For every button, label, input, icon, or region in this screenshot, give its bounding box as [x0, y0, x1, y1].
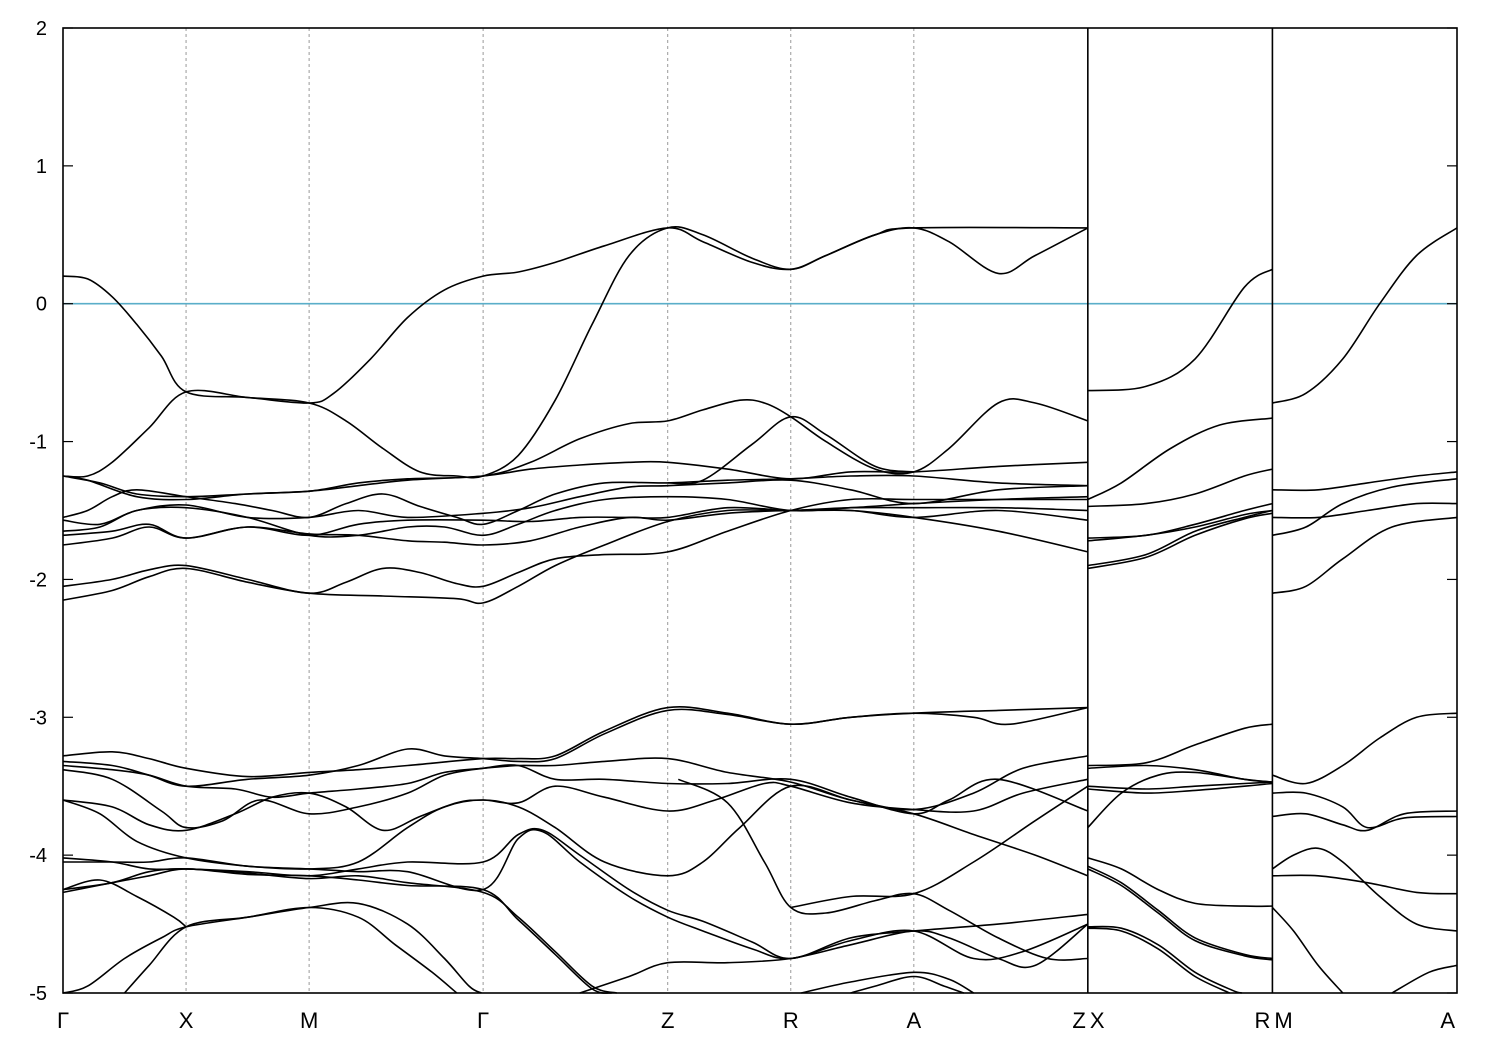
- y-tick-label: 1: [36, 156, 47, 178]
- band-line-43: [1087, 857, 1273, 908]
- band-line-12: [667, 415, 914, 485]
- kpoint-label: R: [783, 1008, 799, 1033]
- band-line-58: [1271, 906, 1344, 994]
- kpoint-label: Γ: [477, 1008, 489, 1033]
- band-line-57: [1272, 874, 1458, 895]
- band-line-52: [1272, 516, 1458, 594]
- band-line-48: [1272, 227, 1458, 404]
- band-line-51: [1272, 478, 1458, 537]
- band-line-1: [62, 226, 1089, 404]
- band-line-29: [801, 971, 975, 994]
- band-line-24: [62, 879, 187, 928]
- band-line-32: [1087, 417, 1273, 501]
- band-line-56: [1271, 847, 1458, 932]
- band-line-4: [62, 474, 1088, 526]
- band-line-16: [62, 764, 1089, 829]
- band-line-18: [62, 784, 1089, 877]
- band-line-50: [1272, 502, 1458, 519]
- band-line-22: [62, 868, 612, 994]
- y-tick-label: 0: [36, 294, 47, 316]
- band-line-21: [62, 868, 618, 994]
- band-line-38: [1087, 723, 1273, 767]
- kpoint-label: Z: [1072, 1008, 1085, 1033]
- band-line-10: [62, 506, 1088, 605]
- band-line-30: [850, 975, 965, 994]
- y-tick-label: -5: [29, 983, 47, 1005]
- band-line-45: [1087, 868, 1273, 961]
- band-line-23: [62, 901, 482, 994]
- band-line-5: [62, 479, 1088, 526]
- kpoint-label: M: [300, 1008, 318, 1033]
- band-lines: [62, 225, 1458, 994]
- band-line-3: [62, 460, 1088, 498]
- band-line-53: [1272, 712, 1458, 785]
- y-tick-label: -3: [29, 707, 47, 729]
- band-line-55: [1272, 810, 1458, 832]
- band-line-31: [1087, 268, 1273, 392]
- band-line-42: [1087, 771, 1273, 829]
- band-line-44: [1087, 865, 1273, 960]
- band-line-46: [1087, 925, 1243, 994]
- band-line-7: [62, 509, 1088, 546]
- band-line-20: [63, 828, 1089, 961]
- kpoint-label: M: [1274, 1008, 1292, 1033]
- band-line-25: [123, 906, 458, 994]
- kpoint-label: A: [1440, 1008, 1455, 1033]
- band-line-13: [62, 706, 1088, 778]
- band-line-37: [1087, 512, 1273, 570]
- y-tick-label: -2: [29, 569, 47, 591]
- kpoint-label: A: [906, 1008, 921, 1033]
- y-axis: 2 1 0 -1 -2 -3 -4 -5: [29, 18, 1457, 1005]
- band-line-8: [62, 506, 1088, 553]
- path-segment-breaks: [1087, 28, 1274, 993]
- kpoint-label: R: [1255, 1008, 1271, 1033]
- band-line-11: [62, 398, 1089, 501]
- band-line-59: [1391, 964, 1458, 994]
- band-line-49: [1272, 471, 1458, 492]
- band-line-54: [1272, 791, 1458, 829]
- kpoint-label: Z: [661, 1008, 674, 1033]
- band-line-34: [1087, 502, 1273, 539]
- kpoint-label: Γ: [57, 1008, 69, 1033]
- plot-frame: [62, 27, 1458, 994]
- y-tick-label: -1: [29, 432, 47, 454]
- band-line-26: [579, 923, 1089, 994]
- high-symmetry-gridlines: [185, 28, 915, 993]
- kpoint-label: X: [179, 1008, 194, 1033]
- band-line-47: [1087, 927, 1230, 994]
- kpoint-label: X: [1090, 1008, 1105, 1033]
- band-line-33: [1087, 468, 1273, 508]
- band-line-28: [677, 778, 1088, 961]
- y-tick-label: -4: [29, 845, 47, 867]
- band-line-36: [1087, 509, 1273, 567]
- y-tick-label: 2: [36, 18, 47, 40]
- band-line-35: [1087, 509, 1273, 542]
- band-line-27: [790, 785, 1089, 909]
- band-line-14: [62, 706, 1088, 788]
- band-line-41: [1087, 782, 1273, 794]
- band-line-9: [62, 497, 1088, 595]
- band-line-2: [62, 225, 1088, 479]
